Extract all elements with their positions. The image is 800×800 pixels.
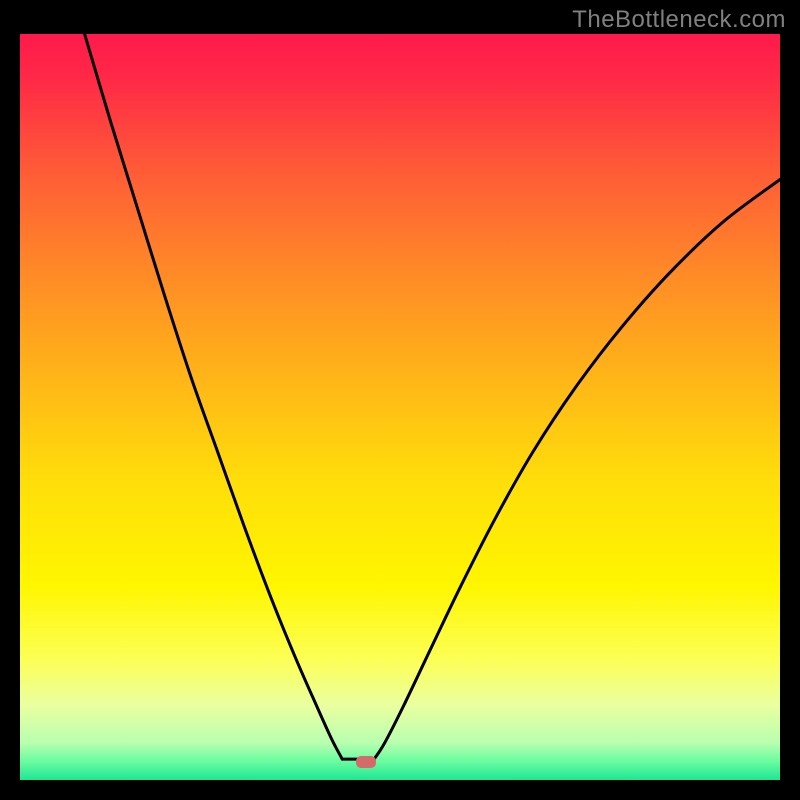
chart-plot-area xyxy=(20,34,780,780)
valley-marker xyxy=(356,756,376,768)
chart-frame: TheBottleneck.com xyxy=(0,0,800,800)
chart-svg xyxy=(20,34,780,780)
gradient-background xyxy=(20,34,780,780)
watermark-text: TheBottleneck.com xyxy=(572,6,786,34)
